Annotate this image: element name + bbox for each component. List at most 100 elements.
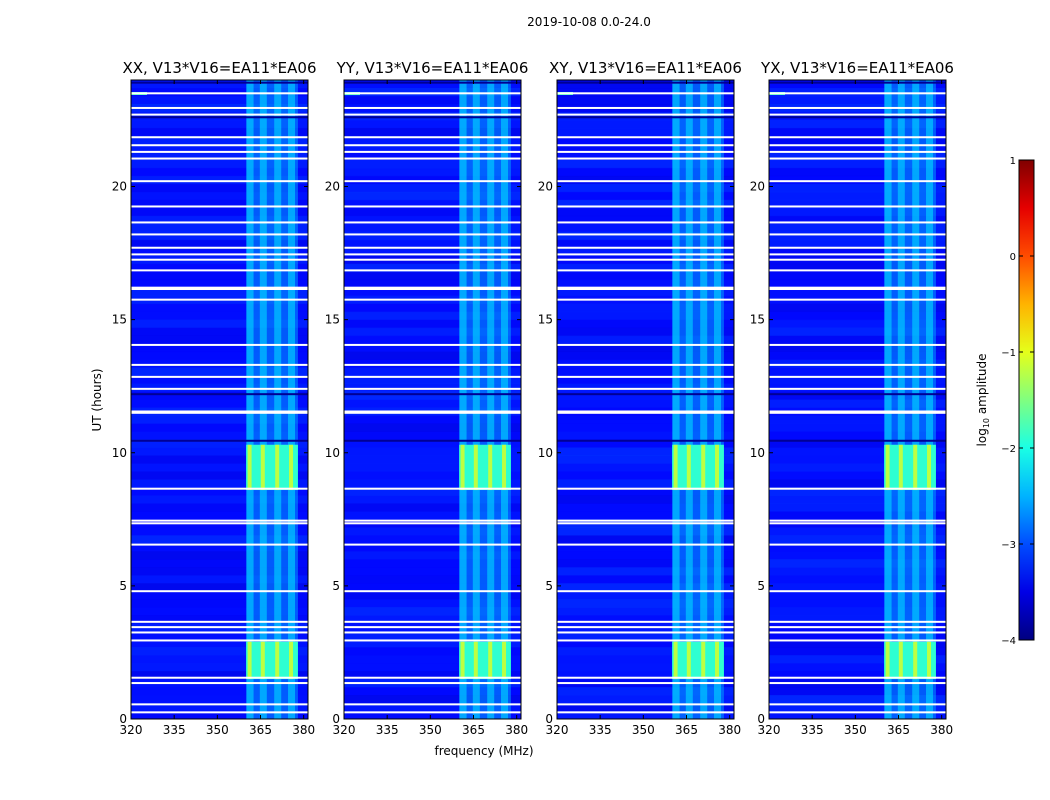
flagged-row <box>557 246 734 249</box>
heatmap-noise-row <box>131 423 308 432</box>
heatmap-noise-row <box>557 463 734 472</box>
heatmap-noise-row <box>344 359 521 369</box>
rfi-channel-stripe <box>700 80 708 719</box>
heatmap-noise-row <box>344 303 521 313</box>
heatmap-noise-row <box>131 159 308 169</box>
heatmap-noise-row <box>769 343 946 353</box>
heatmap-noise-row <box>131 80 308 89</box>
heatmap-noise-row <box>557 239 734 249</box>
heatmap-noise-row <box>769 319 946 329</box>
heatmap-noise-row <box>769 215 946 225</box>
heatmap-noise-row <box>131 359 308 369</box>
heatmap-noise-row <box>131 143 308 153</box>
colorbar-tick-label: −3 <box>1001 540 1016 551</box>
heatmap-noise-row <box>344 80 521 89</box>
x-tick-label: 320 <box>758 723 781 737</box>
heatmap-noise-row <box>769 431 946 440</box>
y-tick-label: 20 <box>112 180 127 194</box>
heatmap-noise-row <box>557 415 734 424</box>
heatmap-noise-row <box>344 271 521 281</box>
flagged-row <box>131 387 308 390</box>
flagged-row <box>557 620 734 623</box>
heatmap-noise-row <box>769 335 946 345</box>
strong-rfi-channel <box>701 444 706 491</box>
rfi-channel-stripe <box>912 80 920 719</box>
flagged-row <box>344 487 521 490</box>
y-tick-label: 0 <box>332 712 340 726</box>
flagged-row <box>131 676 308 679</box>
flagged-row <box>769 246 946 249</box>
heatmap-noise-row <box>344 551 521 560</box>
heatmap-noise-row <box>344 151 521 161</box>
heatmap-noise-row <box>557 591 734 600</box>
heatmap-noise-row <box>769 167 946 177</box>
heatmap-noise-row <box>769 415 946 424</box>
flagged-row <box>344 343 521 346</box>
heatmap-noise-row <box>557 383 734 393</box>
heatmap-noise-row <box>557 655 734 664</box>
heatmap-noise-row <box>131 431 308 440</box>
heatmap-noise-row <box>131 615 308 624</box>
heatmap-noise-row <box>769 695 946 704</box>
heatmap-noise-row <box>769 287 946 297</box>
flagged-row <box>131 246 308 249</box>
heatmap-noise-row <box>769 135 946 145</box>
heatmap-noise-row <box>344 95 521 105</box>
y-tick-label: 15 <box>750 313 765 327</box>
heatmap-noise-row <box>344 671 521 680</box>
heatmap-noise-row <box>769 151 946 161</box>
heatmap-noise-row <box>131 567 308 576</box>
heatmap-noise-row <box>557 391 734 400</box>
dark-row <box>344 116 521 119</box>
flagged-row <box>557 631 734 634</box>
heatmap-noise-row <box>344 711 521 719</box>
heatmap-noise-row <box>131 199 308 209</box>
heatmap-noise-row <box>131 343 308 353</box>
heatmap-noise-row <box>131 559 308 568</box>
colorbar-tick-label: 1 <box>1010 156 1016 167</box>
flagged-row <box>557 136 734 139</box>
panel-heatmap <box>769 80 946 719</box>
heatmap-noise-row <box>344 503 521 512</box>
y-tick-label: 0 <box>545 712 553 726</box>
strong-rfi-channel <box>715 641 720 680</box>
flagged-row <box>769 258 946 261</box>
heatmap-noise-row <box>344 663 521 672</box>
heatmap-noise-row <box>769 143 946 153</box>
heatmap-noise-row <box>344 191 521 201</box>
heatmap-noise-row <box>557 527 734 536</box>
flagged-row <box>344 92 521 95</box>
strong-rfi-channel <box>460 444 465 491</box>
heatmap-noise-row <box>131 175 308 185</box>
heatmap-noise-row <box>131 247 308 257</box>
flagged-row <box>769 180 946 183</box>
heatmap-noise-row <box>131 303 308 313</box>
heatmap-noise-row <box>344 231 521 241</box>
heatmap-noise-row <box>769 671 946 680</box>
flagged-row <box>769 487 946 490</box>
flagged-row <box>344 144 521 147</box>
flagged-row <box>557 543 734 546</box>
figure-suptitle: 2019-10-08 0.0-24.0 <box>527 15 651 29</box>
heatmap-noise-row <box>769 703 946 712</box>
flagged-row <box>344 682 521 685</box>
flagged-row <box>344 620 521 623</box>
heatmap-noise-row <box>344 143 521 153</box>
heatmap-noise-row <box>344 135 521 145</box>
flagged-row <box>131 343 308 346</box>
heatmap-noise-row <box>769 583 946 592</box>
heatmap-noise-row <box>769 223 946 233</box>
dark-row <box>131 439 308 442</box>
flagged-row <box>131 92 308 95</box>
heatmap-noise-row <box>557 343 734 353</box>
flagged-row <box>557 487 734 490</box>
heatmap-noise-row <box>344 567 521 576</box>
heatmap-noise-row <box>557 575 734 584</box>
heatmap-noise-row <box>344 87 521 97</box>
heatmap-noise-row <box>344 583 521 592</box>
flagged-row <box>344 590 521 593</box>
flagged-row <box>769 543 946 546</box>
heatmap-noise-row <box>769 207 946 217</box>
y-tick-label: 10 <box>112 446 127 460</box>
flagged-row <box>344 106 521 109</box>
